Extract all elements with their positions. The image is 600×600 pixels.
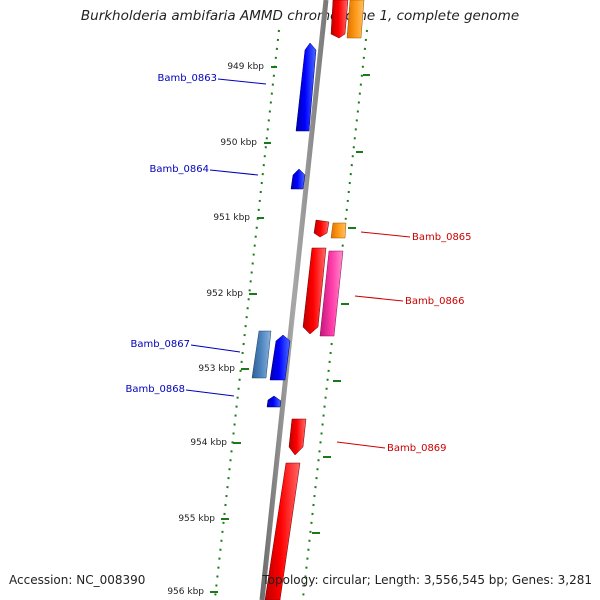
gene-label-text[interactable]: Bamb_0867 <box>130 339 190 350</box>
accession-text: Accession: NC_008390 <box>9 573 146 587</box>
gene-label-bamb-0866[interactable]: Bamb_0866 <box>354 295 465 307</box>
leader-line <box>217 78 267 85</box>
gene-label-bamb-0869[interactable]: Bamb_0869 <box>336 441 447 454</box>
tick-label: 952 kbp <box>206 289 243 299</box>
gene-top-orange-arrow[interactable] <box>346 0 365 39</box>
gene-label-bamb-0865[interactable]: Bamb_0865 <box>360 231 472 243</box>
gene-bamb-0864-arrow[interactable] <box>290 168 306 190</box>
gene-bamb-0865-arrow[interactable] <box>330 222 347 239</box>
leader-line <box>190 344 241 353</box>
tick-956-kbp: 956 kbp <box>167 587 218 597</box>
gene-bottom-red-arrow[interactable] <box>264 462 301 600</box>
tick-952-kbp: 952 kbp <box>206 289 349 305</box>
tick-953-kbp: 953 kbp <box>198 364 341 382</box>
gene-label-text[interactable]: Bamb_0864 <box>149 164 209 175</box>
gene-bamb-0863-arrow[interactable] <box>295 42 317 132</box>
leader-line <box>185 389 235 397</box>
gene-bamb-0867-arrow[interactable] <box>269 334 291 381</box>
gene-label-text[interactable]: Bamb_0866 <box>405 296 465 307</box>
gene-label-text[interactable]: Bamb_0868 <box>125 384 185 395</box>
topology-summary-text: Topology: circular; Length: 3,556,545 bp… <box>262 573 592 587</box>
gene-top-red-arrow[interactable] <box>330 0 349 39</box>
tick-label: 951 kbp <box>213 213 250 223</box>
gene-label-text[interactable]: Bamb_0865 <box>412 232 472 243</box>
tick-954-kbp: 954 kbp <box>190 438 331 458</box>
gene-bamb-0865-red-arrow[interactable] <box>313 219 330 238</box>
gene-label-bamb-0867[interactable]: Bamb_0867 <box>130 339 241 353</box>
leader-line <box>336 441 386 449</box>
leader-line <box>354 295 404 302</box>
gene-label-text[interactable]: Bamb_0863 <box>157 73 217 84</box>
chromosome-backbone <box>259 0 329 600</box>
tick-949-kbp: 949 kbp <box>227 62 370 76</box>
leader-line <box>209 169 259 176</box>
gene-label-bamb-0863[interactable]: Bamb_0863 <box>157 73 267 85</box>
leader-line <box>360 231 411 238</box>
tick-label: 953 kbp <box>198 364 235 374</box>
tick-951-kbp: 951 kbp <box>213 213 356 229</box>
tick-950-kbp: 950 kbp <box>220 138 363 153</box>
gene-bamb-0869-arrow[interactable] <box>288 418 307 456</box>
tick-label: 954 kbp <box>190 438 227 448</box>
gene-bamb-0867-left-arrow[interactable] <box>251 330 272 379</box>
gene-bamb-0866-pink-arrow[interactable] <box>319 250 344 337</box>
gene-label-bamb-0868[interactable]: Bamb_0868 <box>125 384 235 397</box>
gene-bamb-0868-arrow[interactable] <box>266 395 282 408</box>
tick-955-kbp: 955 kbp <box>178 514 320 534</box>
gene-label-bamb-0864[interactable]: Bamb_0864 <box>149 164 259 176</box>
gene-label-text[interactable]: Bamb_0869 <box>387 443 447 454</box>
tick-label: 950 kbp <box>220 138 257 148</box>
tick-label: 949 kbp <box>227 62 264 72</box>
tick-label: 956 kbp <box>167 587 204 597</box>
gene-bamb-0866-arrow[interactable] <box>302 247 327 335</box>
tick-label: 955 kbp <box>178 514 215 524</box>
map-title: Burkholderia ambifaria AMMD chromosome 1… <box>80 8 520 24</box>
